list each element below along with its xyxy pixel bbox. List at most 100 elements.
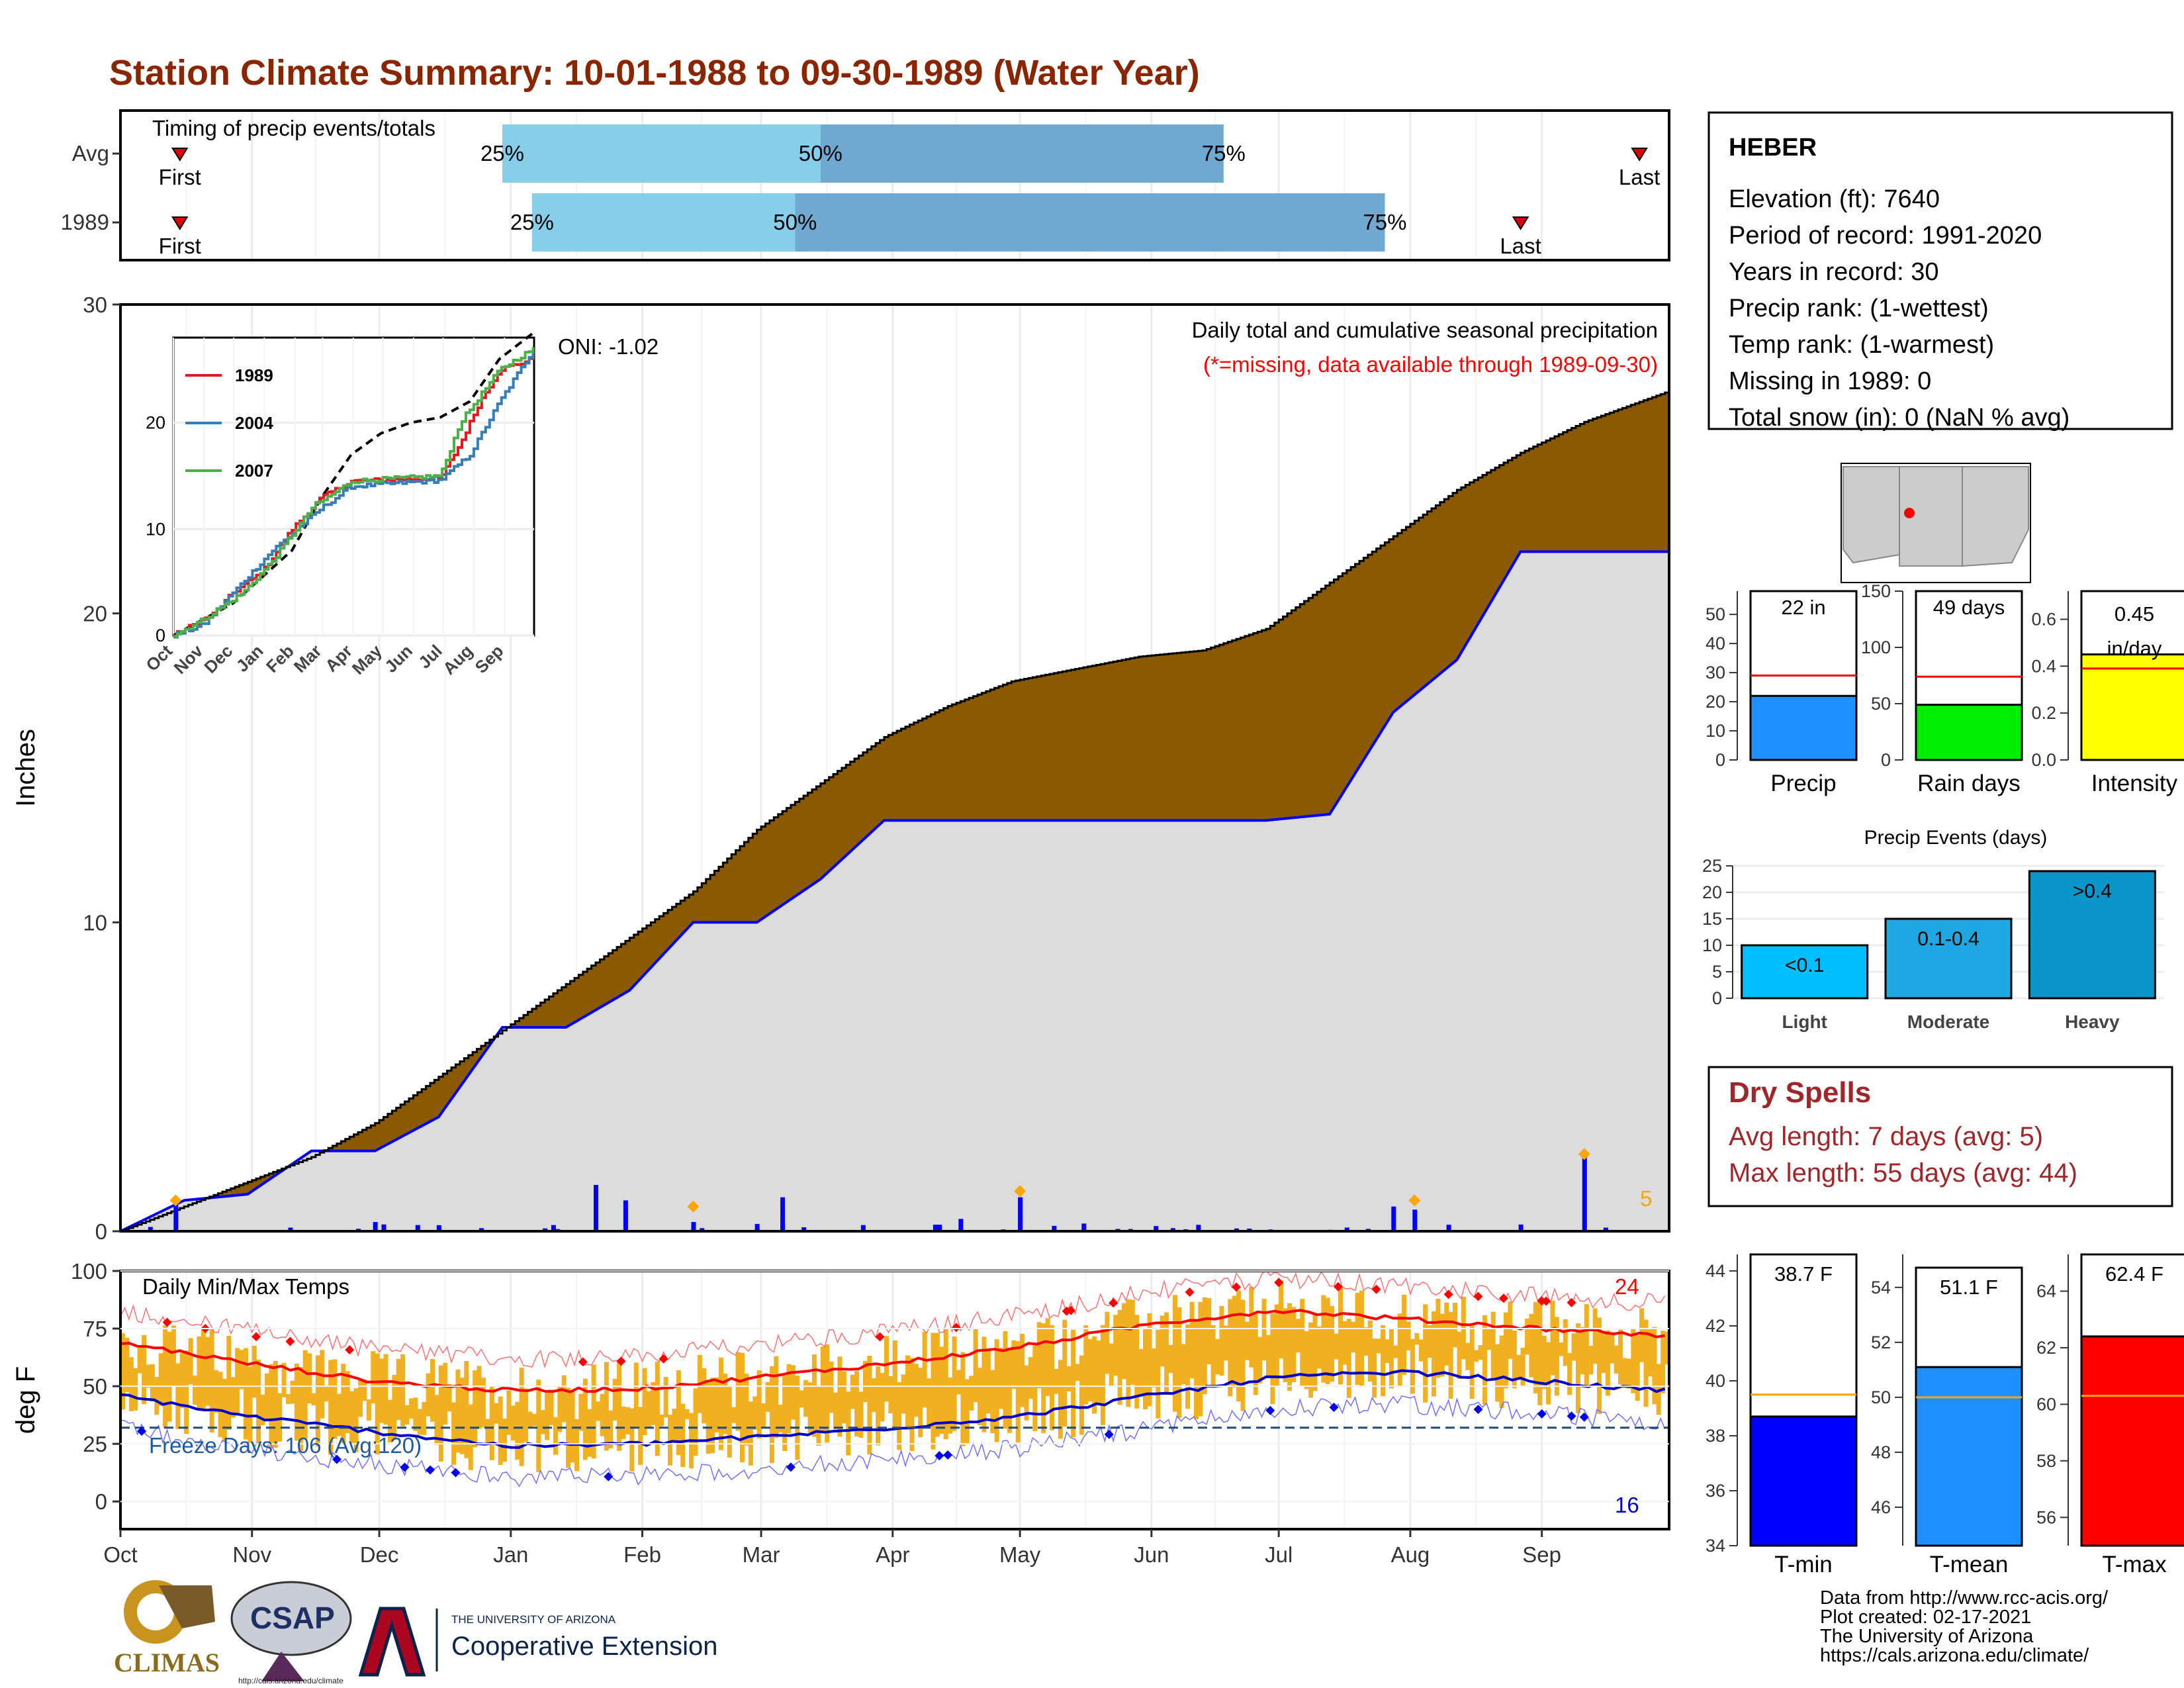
daily-temp-bar	[1588, 1346, 1594, 1375]
daily-temp-bar	[1643, 1319, 1649, 1407]
timing-q50-q75-bar	[820, 124, 1224, 183]
daily-temp-bar	[829, 1361, 834, 1413]
cumulative-precip-outline	[120, 391, 1670, 1233]
daily-temp-bar	[209, 1329, 214, 1432]
daily-temp-bar	[1160, 1315, 1165, 1367]
temp-summary-bars: 34 36 38 40 42 44 38.7 F T-min 46 48 50 52 54 51.1 F T…	[1706, 1253, 2184, 1577]
daily-precip-bar	[373, 1222, 378, 1231]
daily-temp-bar	[320, 1350, 325, 1419]
dry-spells-max: Max length: 55 days (avg: 44)	[1729, 1158, 2077, 1188]
summary-ytick-label: 0.2	[2031, 703, 2056, 723]
daily-temp-bar	[1372, 1338, 1377, 1398]
inset-ytick-label: 10	[146, 519, 165, 539]
daily-temp-bar	[1376, 1338, 1381, 1354]
daily-temp-bar	[1050, 1325, 1055, 1430]
daily-temp-bar	[578, 1393, 584, 1431]
timing-marker	[171, 216, 189, 230]
daily-temp-bar	[235, 1348, 240, 1416]
events-ytick-label: 10	[1702, 935, 1722, 955]
record-low-marker	[137, 1427, 147, 1436]
daily-temp-bar	[1113, 1315, 1118, 1376]
month-label: Mar	[743, 1542, 780, 1567]
daily-temp-bar	[1024, 1365, 1029, 1421]
daily-temp-bar	[1541, 1335, 1547, 1389]
record-low-marker	[426, 1465, 435, 1475]
daily-temp-bar	[841, 1371, 846, 1424]
daily-temp-bar	[1109, 1343, 1114, 1386]
daily-temp-bar	[1610, 1333, 1615, 1364]
coop-text: Cooperative Extension	[451, 1632, 717, 1661]
daily-temp-bar	[1631, 1328, 1636, 1393]
daily-temp-bar	[655, 1361, 660, 1456]
station-marker	[1904, 508, 1915, 518]
inset-month-label: Mar	[290, 641, 326, 677]
dry-spells-avg: Avg length: 7 days (avg: 5)	[1729, 1122, 2043, 1151]
dry-spells-box: Dry Spells Avg length: 7 days (avg: 5) M…	[1707, 1066, 2173, 1207]
temp-panel: 0 25 50 75 100 Daily Min/Max Temps Freeze Da…	[11, 1259, 1670, 1567]
daily-temp-bar	[248, 1366, 253, 1444]
daily-temp-bar	[1330, 1305, 1335, 1382]
daily-temp-bar	[371, 1351, 376, 1403]
daily-temp-bar	[1334, 1333, 1339, 1360]
summary-bar-intensity: 0.0 0.2 0.4 0.6 0.45 in/day Intensity	[2031, 590, 2184, 796]
daily-temp-bar	[1312, 1314, 1318, 1391]
avg-min-line	[120, 1369, 1666, 1449]
daily-temp-bar	[451, 1402, 457, 1465]
daily-temp-bar	[1210, 1325, 1216, 1388]
daily-temp-bar	[1045, 1318, 1050, 1396]
record-low-marker	[604, 1472, 614, 1481]
daily-temp-bar	[489, 1386, 494, 1460]
record-low-marker	[934, 1451, 944, 1461]
daily-temp-bar	[582, 1378, 588, 1460]
daily-temp-bar	[404, 1405, 410, 1425]
event-bar-label: <0.1	[1785, 955, 1824, 976]
daily-precip-bar	[860, 1225, 866, 1231]
daily-temp-bar	[642, 1368, 647, 1436]
precip-ytick-label: 10	[83, 910, 107, 935]
daily-temp-bar	[438, 1365, 443, 1462]
daily-temp-bar	[1664, 1331, 1670, 1365]
daily-temp-bar	[510, 1405, 516, 1441]
record-high-marker	[251, 1332, 261, 1342]
daily-temp-bar	[1126, 1299, 1131, 1407]
daily-temp-bar	[1096, 1340, 1101, 1405]
daily-temp-bar	[1533, 1302, 1538, 1393]
precip-ytick-label: 0	[95, 1219, 107, 1244]
precip-corner-count: 5	[1640, 1186, 1652, 1211]
record-high-marker	[951, 1323, 961, 1333]
summary-bar-name: Intensity	[2091, 771, 2178, 796]
daily-precip-bar	[780, 1197, 786, 1231]
daily-temp-bar	[638, 1407, 643, 1466]
daily-temp-bar	[158, 1353, 163, 1407]
daily-temp-bar	[290, 1380, 295, 1404]
daily-temp-bar	[557, 1385, 563, 1432]
daily-temp-bar	[477, 1366, 482, 1429]
daily-temp-bar	[315, 1355, 320, 1447]
daily-temp-bar	[1652, 1327, 1657, 1405]
daily-temp-bar	[1270, 1313, 1275, 1404]
daily-temp-bar	[375, 1353, 380, 1455]
logos: CLIMAS CSAP http://cals.arizona.edu/clim…	[114, 1580, 717, 1685]
record-high-marker	[1109, 1298, 1118, 1308]
daily-temp-bar	[1287, 1303, 1293, 1391]
daily-precip-bar	[551, 1225, 556, 1231]
daily-temp-bar	[154, 1377, 159, 1415]
daily-temp-bar	[1508, 1301, 1513, 1359]
month-label: Feb	[623, 1542, 661, 1567]
daily-temp-bar	[494, 1403, 499, 1424]
summary-value-label: 22 in	[1781, 596, 1825, 619]
daily-temp-bar	[281, 1362, 287, 1397]
daily-temp-bar	[816, 1385, 821, 1446]
record-low-marker	[943, 1450, 953, 1460]
daily-temp-bar	[1385, 1339, 1390, 1364]
daily-temp-bar	[561, 1375, 567, 1423]
daily-temp-bar	[735, 1352, 741, 1431]
daily-temp-bar	[854, 1371, 860, 1437]
daily-temp-bar	[901, 1374, 906, 1414]
daily-temp-bar	[1626, 1358, 1631, 1389]
inset-legend-label: 2004	[235, 413, 273, 433]
daily-temp-bar	[600, 1393, 605, 1436]
daily-temp-bar	[1308, 1322, 1314, 1398]
event-category: Moderate	[1907, 1011, 1989, 1032]
daily-temp-bar	[1075, 1364, 1080, 1381]
